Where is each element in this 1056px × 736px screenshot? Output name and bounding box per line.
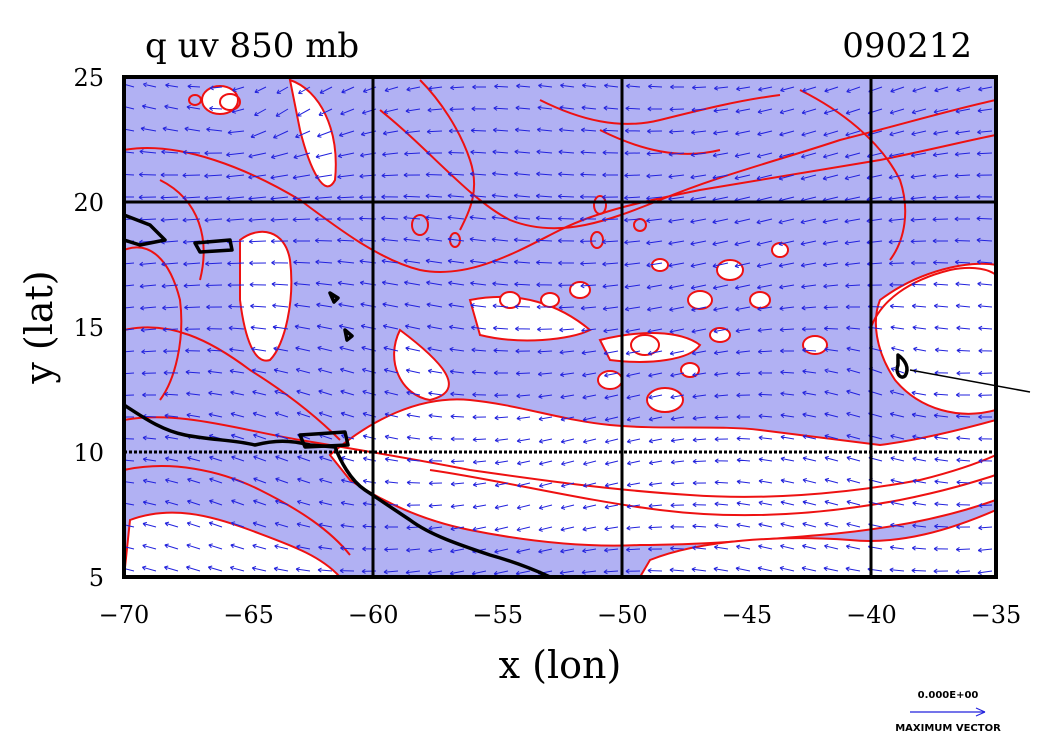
x-tick-label: −60: [348, 601, 399, 629]
x-tick-label: −40: [846, 601, 897, 629]
reference-vector: 0.000E+00 MAXIMUM VECTOR: [895, 690, 1001, 734]
date-label: 090212: [842, 26, 972, 66]
y-tick-label: 10: [73, 439, 104, 467]
y-tick-label: 15: [73, 314, 104, 342]
reference-vector-head: [975, 707, 986, 717]
y-tick-label: 5: [89, 564, 104, 592]
reference-vector-label: MAXIMUM VECTOR: [895, 723, 1001, 734]
x-axis-label: x (lon): [499, 643, 622, 687]
chart-title: q uv 850 mb: [145, 26, 359, 66]
x-tick-labels: −70 −65 −60 −55 −50 −45 −40 −35: [99, 601, 1022, 629]
moisture-contours: [124, 79, 996, 556]
y-tick-labels: 5 10 15 20 25: [73, 64, 104, 592]
x-tick-label: −55: [472, 601, 523, 629]
y-tick-label: 20: [73, 189, 104, 217]
x-tick-label: −35: [971, 601, 1022, 629]
x-tick-label: −65: [223, 601, 274, 629]
x-tick-label: −70: [99, 601, 150, 629]
y-tick-label: 25: [73, 64, 104, 92]
out-of-frame-vector: [909, 369, 1031, 393]
reference-vector-value: 0.000E+00: [918, 690, 979, 701]
plot-frame: [122, 75, 998, 579]
x-tick-label: −45: [722, 601, 773, 629]
x-tick-label: −50: [597, 601, 648, 629]
wind-vectors: [124, 81, 993, 576]
y-axis-label: y (lat): [17, 270, 61, 384]
grid-lines: [124, 77, 996, 577]
coastline: [124, 213, 909, 577]
wind-vector-arrows: [124, 81, 993, 576]
